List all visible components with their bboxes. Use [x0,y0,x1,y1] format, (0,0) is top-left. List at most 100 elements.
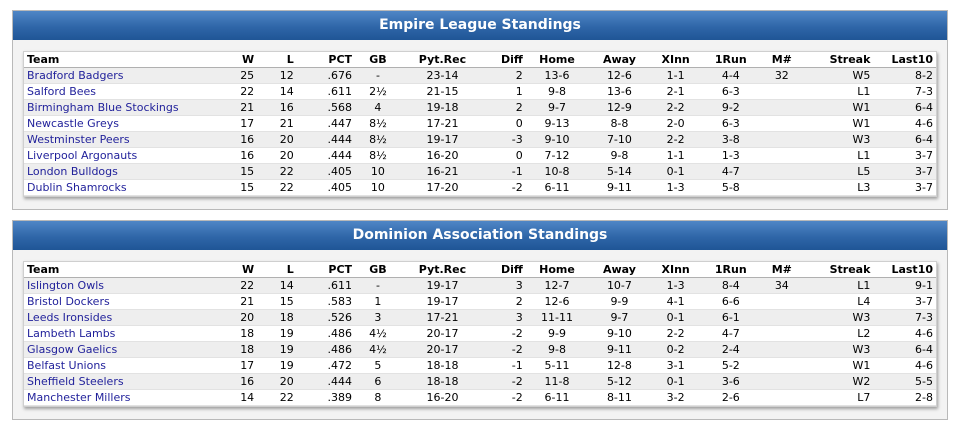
column-header-away[interactable]: Away [588,262,651,278]
table-row: Bristol Dockers 21 15.583 1 19-17 2 12-6 9-9 4-1… [24,293,936,310]
column-header-l[interactable]: L [257,52,297,68]
cell-one-run: 1-3 [700,147,761,164]
cell-gb: 4½ [355,325,401,342]
cell-w: 15 [221,179,258,196]
team-name-link[interactable]: Sheffield Steelers [24,373,222,390]
cell-pct: .447 [296,115,356,132]
column-header-team[interactable]: Team [24,52,222,68]
cell-last10: 6-4 [873,99,936,116]
column-header-xinn[interactable]: XInn [650,52,701,68]
cell-one-run: 3-8 [700,131,761,148]
column-header-home[interactable]: Home [525,262,589,278]
cell-w: 21 [221,293,258,310]
column-header-team[interactable]: Team [24,262,222,278]
cell-one-run: 5-2 [700,357,761,374]
cell-one-run: 6-1 [700,309,761,326]
cell-w: 20 [221,309,258,326]
cell-one-run: 6-6 [700,293,761,310]
column-header-diff[interactable]: Diff [484,262,526,278]
cell-last10: 9-1 [873,277,936,294]
cell-pct: .444 [296,131,356,148]
team-name-link[interactable]: Newcastle Greys [24,115,222,132]
cell-w: 18 [221,341,258,358]
column-header-magic-number[interactable]: M# [761,262,803,278]
cell-xinn: 2-2 [650,325,701,342]
cell-last10: 7-3 [873,83,936,100]
column-header-pct[interactable]: PCT [296,262,356,278]
column-header-w[interactable]: W [221,52,258,68]
column-header-last10[interactable]: Last10 [873,262,936,278]
cell-magic-number [761,83,803,100]
team-name-link[interactable]: Manchester Millers [24,389,222,406]
column-header-diff[interactable]: Diff [484,52,526,68]
cell-away: 9-7 [588,309,651,326]
column-header-one-run[interactable]: 1Run [700,52,761,68]
team-name-link[interactable]: Islington Owls [24,277,222,294]
team-name-link[interactable]: Liverpool Argonauts [24,147,222,164]
cell-diff: 2 [484,293,526,310]
cell-streak: L1 [802,277,874,294]
cell-home: 13-6 [525,67,589,84]
cell-xinn: 1-1 [650,147,701,164]
cell-diff: 2 [484,99,526,116]
cell-diff: 2 [484,67,526,84]
column-header-gb[interactable]: GB [355,262,401,278]
cell-pct: .676 [296,67,356,84]
table-row: Leeds Ironsides 20 18.526 3 17-21 3 11-11 9-7 0-… [24,309,936,326]
team-name-link[interactable]: Westminster Peers [24,131,222,148]
panel-title: Dominion Association Standings [13,221,947,250]
team-name-link[interactable]: Bradford Badgers [24,67,222,84]
column-header-pyt-rec[interactable]: Pyt.Rec [400,262,485,278]
cell-xinn: 2-0 [650,115,701,132]
cell-l: 20 [257,147,297,164]
cell-pct: .405 [296,179,356,196]
cell-home: 11-8 [525,373,589,390]
team-name-link[interactable]: Birmingham Blue Stockings [24,99,222,116]
column-header-streak[interactable]: Streak [802,262,874,278]
cell-magic-number [761,293,803,310]
team-name-link[interactable]: London Bulldogs [24,163,222,180]
column-header-last10[interactable]: Last10 [873,52,936,68]
column-header-l[interactable]: L [257,262,297,278]
team-name-link[interactable]: Lambeth Lambs [24,325,222,342]
cell-xinn: 2-2 [650,99,701,116]
cell-w: 17 [221,115,258,132]
column-header-magic-number[interactable]: M# [761,52,803,68]
table-row: Bradford Badgers 25 12.676-23-14 2 13-6 12-6 1… [24,67,936,84]
cell-gb: 4 [355,99,401,116]
cell-xinn: 0-2 [650,341,701,358]
column-header-pyt-rec[interactable]: Pyt.Rec [400,52,485,68]
column-header-gb[interactable]: GB [355,52,401,68]
column-header-xinn[interactable]: XInn [650,262,701,278]
cell-pyt-rec: 17-20 [400,179,485,196]
table-row: Westminster Peers 16 20.444 8½ 19-17 -3 9-10 7-… [24,131,936,148]
cell-away: 12-9 [588,99,651,116]
column-header-pct[interactable]: PCT [296,52,356,68]
cell-home: 12-7 [525,277,589,294]
cell-home: 9-10 [525,131,589,148]
column-header-home[interactable]: Home [525,52,589,68]
team-name-link[interactable]: Belfast Unions [24,357,222,374]
cell-l: 22 [257,163,297,180]
cell-diff: -2 [484,373,526,390]
cell-pyt-rec: 16-20 [400,147,485,164]
team-name-link[interactable]: Glasgow Gaelics [24,341,222,358]
cell-diff: 0 [484,115,526,132]
cell-diff: 3 [484,309,526,326]
cell-one-run: 2-6 [700,389,761,406]
column-header-streak[interactable]: Streak [802,52,874,68]
team-name-link[interactable]: Bristol Dockers [24,293,222,310]
cell-away: 10-7 [588,277,651,294]
team-name-link[interactable]: Dublin Shamrocks [24,179,222,196]
team-name-link[interactable]: Salford Bees [24,83,222,100]
cell-diff: -2 [484,179,526,196]
cell-away: 8-11 [588,389,651,406]
column-header-away[interactable]: Away [588,52,651,68]
column-header-w[interactable]: W [221,262,258,278]
cell-l: 21 [257,115,297,132]
table-row: Birmingham Blue Stockings 21 16.568 4 19-18 2… [24,99,936,116]
team-name-link[interactable]: Leeds Ironsides [24,309,222,326]
cell-away: 5-14 [588,163,651,180]
standings-table-container: Team W L PCT GB Pyt.Rec Diff Home Away XInn 1Run M#… [23,51,937,197]
column-header-one-run[interactable]: 1Run [700,262,761,278]
